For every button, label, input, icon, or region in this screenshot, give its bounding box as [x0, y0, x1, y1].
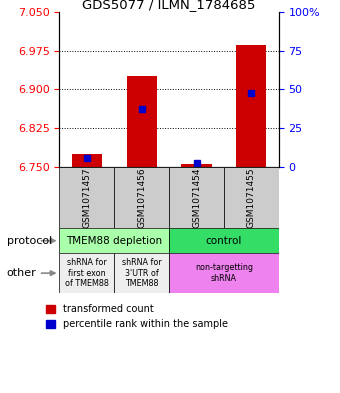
Text: GSM1071456: GSM1071456	[137, 167, 146, 228]
Text: GSM1071454: GSM1071454	[192, 167, 201, 228]
Bar	[169, 228, 279, 253]
Text: shRNA for
3'UTR of
TMEM88: shRNA for 3'UTR of TMEM88	[122, 258, 162, 288]
Bar	[114, 253, 169, 293]
Text: GSM1071455: GSM1071455	[247, 167, 256, 228]
Bar	[182, 164, 211, 167]
Legend: transformed count, percentile rank within the sample: transformed count, percentile rank withi…	[46, 304, 228, 329]
Text: non-targetting
shRNA: non-targetting shRNA	[195, 263, 253, 283]
Bar	[59, 253, 114, 293]
Bar	[59, 228, 169, 253]
Text: shRNA for
first exon
of TMEM88: shRNA for first exon of TMEM88	[65, 258, 109, 288]
Text: TMEM88 depletion: TMEM88 depletion	[66, 236, 163, 246]
Bar	[59, 167, 114, 228]
Title: GDS5077 / ILMN_1784685: GDS5077 / ILMN_1784685	[83, 0, 256, 11]
Bar	[114, 167, 169, 228]
Bar	[169, 253, 279, 293]
Text: GSM1071457: GSM1071457	[82, 167, 91, 228]
Text: control: control	[206, 236, 242, 246]
Bar	[127, 77, 157, 167]
Bar	[224, 167, 279, 228]
Text: other: other	[7, 268, 36, 278]
Bar	[72, 154, 102, 167]
Bar	[169, 167, 224, 228]
Bar	[236, 46, 267, 167]
Text: protocol: protocol	[7, 236, 52, 246]
